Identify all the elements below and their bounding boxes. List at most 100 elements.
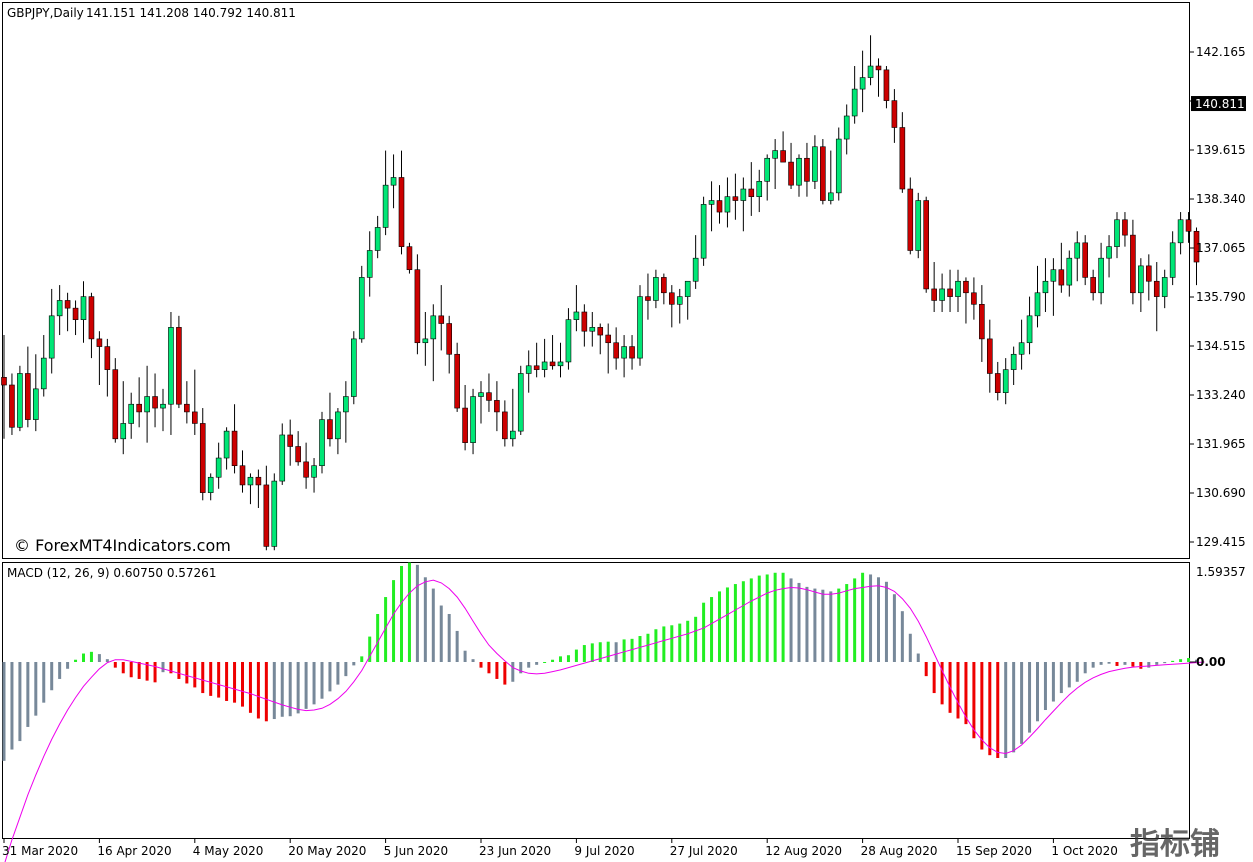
- macd-bar: [1171, 660, 1175, 662]
- candle-body: [239, 465, 246, 486]
- macd-bar: [1099, 662, 1103, 665]
- candle-body: [430, 315, 437, 340]
- macd-bar: [1004, 662, 1008, 759]
- macd-bar: [415, 564, 419, 662]
- macd-bar: [233, 662, 237, 703]
- macd-bar: [74, 659, 78, 662]
- macd-bar: [209, 662, 213, 696]
- macd-bar: [630, 638, 634, 662]
- candle-body: [684, 280, 691, 297]
- ohlc-values: 141.151 141.208 140.792 140.811: [86, 6, 296, 20]
- candle-body: [104, 346, 111, 370]
- macd-bar: [1028, 662, 1032, 733]
- candle-body: [343, 396, 349, 413]
- candle-body: [1082, 242, 1088, 278]
- macd-bar: [1059, 662, 1063, 694]
- macd-bar: [201, 662, 205, 694]
- candle-body: [661, 277, 667, 294]
- macd-bar: [725, 587, 729, 662]
- macd-bar: [161, 662, 165, 673]
- macd-bar: [169, 662, 173, 674]
- candle-body: [1098, 257, 1104, 294]
- candle-body: [692, 257, 699, 282]
- macd-bar: [503, 662, 507, 685]
- candle-body: [1122, 219, 1128, 236]
- macd-bar: [773, 572, 777, 662]
- candle-body: [939, 288, 945, 301]
- macd-bar: [400, 565, 403, 662]
- candle-body: [96, 338, 103, 347]
- macd-bar: [781, 572, 785, 662]
- candle-body: [366, 250, 373, 278]
- candle-body: [732, 196, 739, 201]
- candle-body: [676, 296, 683, 305]
- price-tick-label: 137.065: [1196, 241, 1246, 255]
- macd-bar: [18, 662, 22, 742]
- candle-body: [883, 69, 890, 101]
- candle-body: [120, 423, 127, 440]
- macd-bar: [1043, 662, 1047, 711]
- macd-bar: [447, 613, 451, 662]
- candle-body: [812, 146, 818, 182]
- candle-body: [597, 327, 604, 336]
- candle-body: [136, 403, 142, 413]
- candle-body: [1050, 269, 1057, 282]
- candle-body: [804, 157, 810, 182]
- candle-body: [827, 192, 834, 201]
- candle-body: [851, 88, 858, 117]
- macd-bar: [789, 578, 793, 662]
- macd-bar: [805, 586, 809, 662]
- macd-panel-frame: [2, 562, 1190, 839]
- candle-body: [478, 392, 484, 397]
- price-tick-label: 133.240: [1196, 388, 1246, 402]
- symbol-title: GBPJPY,Daily: [7, 6, 84, 20]
- candle-body: [112, 369, 119, 440]
- macd-signal-line: [4, 579, 1205, 862]
- price-tick-label: 134.515: [1196, 339, 1246, 353]
- macd-bar: [916, 653, 920, 662]
- candle-body: [358, 277, 365, 340]
- candle-body: [843, 115, 850, 140]
- candle-body: [796, 157, 802, 186]
- macd-axis: 1.59357 0.00: [1196, 565, 1246, 669]
- macd-bar: [66, 662, 70, 669]
- macd-bar: [113, 662, 117, 668]
- candle-body: [1, 377, 7, 386]
- macd-bar: [1115, 662, 1119, 666]
- price-tick-label: 142.165: [1196, 45, 1246, 59]
- macd-bar: [312, 662, 316, 705]
- candle-body: [1026, 315, 1033, 344]
- macd-bar: [1067, 662, 1071, 688]
- candle-body: [470, 396, 476, 443]
- macd-bar: [1036, 662, 1039, 722]
- candle-body: [979, 304, 985, 340]
- macd-bar: [519, 662, 523, 674]
- macd-bar: [177, 662, 181, 679]
- candle-body: [645, 296, 651, 301]
- candle-body: [494, 400, 500, 413]
- current-price-badge-bg: [1191, 96, 1246, 112]
- macd-bar: [1012, 662, 1016, 753]
- candle-body: [319, 419, 325, 467]
- macd-bar: [1083, 662, 1087, 674]
- candle-body: [525, 365, 532, 374]
- macd-bar: [129, 662, 133, 678]
- macd-bar: [1051, 662, 1055, 702]
- candle-body: [1034, 292, 1041, 317]
- price-tick-label: 139.615: [1196, 143, 1246, 157]
- candle-body: [1161, 277, 1168, 297]
- candle-body: [859, 77, 866, 90]
- candle-body: [144, 396, 150, 413]
- candle-body: [931, 288, 937, 301]
- macd-bar: [924, 662, 928, 677]
- time-axis: 31 Mar 2020 16 Apr 2020 4 May 2020 20 May 2…: [2, 839, 1118, 858]
- macd-bar: [431, 588, 435, 662]
- candle-body: [263, 484, 270, 547]
- macd-bar: [145, 662, 149, 681]
- macd-bar: [328, 662, 332, 692]
- candle-body: [1177, 219, 1184, 244]
- candle-body: [947, 288, 953, 297]
- macd-bar: [622, 639, 626, 662]
- macd-bar: [1139, 662, 1143, 669]
- price-tick-label: 130.690: [1196, 486, 1246, 500]
